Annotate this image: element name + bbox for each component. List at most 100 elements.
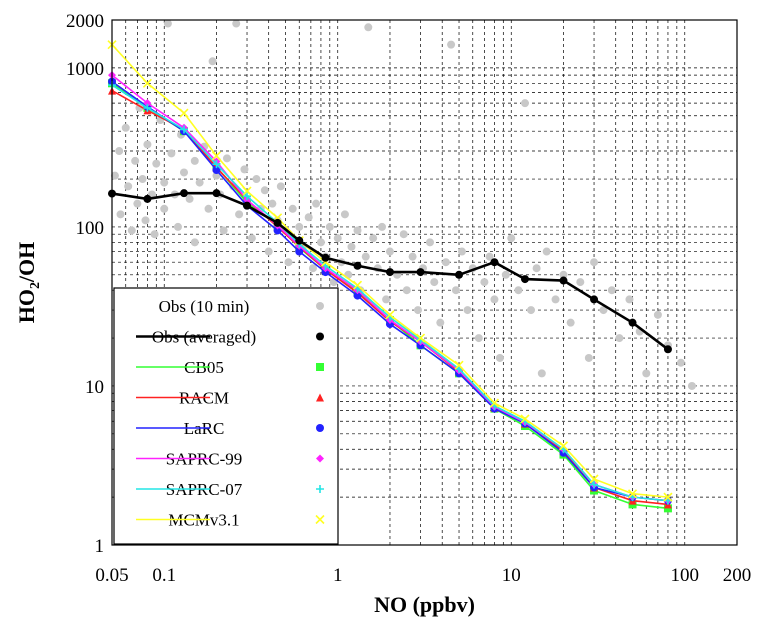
data-point <box>520 275 529 284</box>
scatter-point <box>520 99 529 108</box>
scatter-point <box>485 252 494 261</box>
data-point <box>663 345 672 354</box>
x-tick-label: 0.05 <box>95 565 128 586</box>
scatter-point <box>607 286 616 295</box>
legend-item: RACM <box>136 389 324 408</box>
scatter-point <box>361 252 370 261</box>
data-point <box>242 186 252 196</box>
scatter-point <box>408 252 417 261</box>
scatter-point <box>252 175 261 184</box>
data-point <box>385 268 394 277</box>
scatter-point <box>240 165 249 174</box>
scatter-point <box>542 247 551 256</box>
scatter-point <box>369 234 378 243</box>
data-point <box>143 194 152 203</box>
data-point <box>316 485 324 493</box>
scatter-point <box>160 178 169 187</box>
legend-item: LaRC <box>136 419 324 438</box>
data-point <box>180 189 189 198</box>
scatter-point <box>190 156 199 165</box>
scatter-point <box>150 230 159 239</box>
scatter-point <box>615 334 624 343</box>
scatter-point <box>167 149 176 158</box>
scatter-point <box>642 369 651 378</box>
data-point <box>316 454 324 463</box>
y-axis-label-main: HO <box>14 289 39 323</box>
scatter-point <box>576 278 585 287</box>
scatter-point <box>333 234 342 243</box>
scatter-point <box>163 19 172 28</box>
scatter-point <box>514 286 523 295</box>
scatter-point <box>566 318 575 327</box>
x-tick-label: 10 <box>502 565 521 586</box>
scatter-point <box>447 40 456 49</box>
scatter-point <box>532 264 541 273</box>
plot-frame <box>111 19 738 546</box>
scatter-point <box>687 381 696 390</box>
x-tick-labels: 0.05 0.1 1 10 100 200 <box>95 565 751 586</box>
scatter-point <box>115 147 124 156</box>
scatter-point <box>527 306 536 315</box>
scatter-point <box>402 286 411 295</box>
scatter-point <box>599 306 608 315</box>
y-axis-label-rest: /OH <box>14 242 39 283</box>
scatter-point <box>584 353 593 362</box>
legend-label: Obs (10 min) <box>159 297 250 316</box>
data-point <box>142 78 152 88</box>
data-point <box>316 393 324 402</box>
y-tick-label: 10 <box>85 377 104 398</box>
data-point <box>663 492 673 502</box>
scatter-point <box>537 369 546 378</box>
scatter-point <box>653 310 662 319</box>
data-point <box>353 261 362 270</box>
data-point <box>179 108 189 118</box>
scatter-point <box>141 216 150 225</box>
data-point <box>558 441 569 451</box>
scatter-point <box>138 175 147 184</box>
y-axis-label: HO2/OH <box>14 242 43 324</box>
series-line <box>111 89 669 506</box>
scatter-point <box>451 286 460 295</box>
x-tick-label: 100 <box>671 565 700 586</box>
data-point <box>316 424 324 432</box>
scatter-point <box>590 258 599 267</box>
data-point <box>489 398 500 408</box>
scatter-point <box>457 247 466 256</box>
scatter-point <box>353 226 362 235</box>
scatter-point <box>316 238 325 247</box>
scatter-point <box>490 295 499 304</box>
scatter-point <box>284 258 293 267</box>
scatter-point <box>474 334 483 343</box>
legend-box <box>113 287 339 545</box>
data-point <box>273 218 282 227</box>
data-point <box>316 332 324 341</box>
scatter-point <box>133 199 142 208</box>
scatter-point <box>235 210 244 219</box>
scatter-point <box>190 238 199 247</box>
scatter-point <box>347 242 356 251</box>
y-tick-label: 1 <box>95 536 105 557</box>
scatter-point <box>143 140 152 149</box>
data-point <box>454 360 464 370</box>
x-tick-label: 0.1 <box>152 565 176 586</box>
data-point <box>455 270 464 279</box>
legend-item: SAPRC-07 <box>136 480 324 499</box>
data-point <box>628 318 637 327</box>
scatter-point <box>413 306 422 315</box>
scatter-point <box>308 264 317 273</box>
scatter-point <box>135 103 144 112</box>
scatter-point <box>480 278 489 287</box>
data-point <box>295 236 304 245</box>
data-point <box>353 291 362 300</box>
scatter-point <box>385 247 394 256</box>
scatter-point <box>173 222 182 231</box>
scatter-point <box>124 182 133 191</box>
data-point <box>416 268 425 277</box>
grid <box>112 20 737 545</box>
data-point <box>415 333 426 343</box>
scatter-point <box>425 238 434 247</box>
scatter-point <box>364 23 373 32</box>
scatter-point <box>195 178 204 187</box>
data-point <box>385 310 395 320</box>
scatter-point <box>501 270 510 279</box>
